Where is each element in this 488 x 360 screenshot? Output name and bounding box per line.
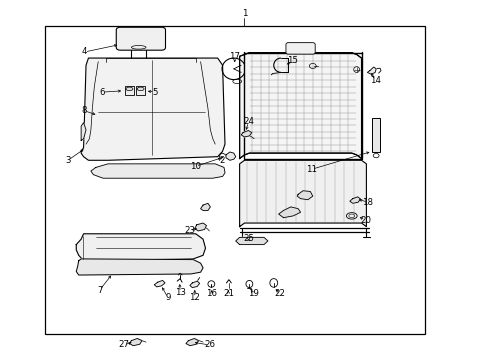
Bar	[371, 118, 379, 152]
Text: 21: 21	[223, 289, 233, 298]
Polygon shape	[200, 203, 210, 211]
Polygon shape	[278, 207, 300, 218]
Ellipse shape	[131, 45, 146, 49]
Text: 4: 4	[81, 48, 87, 57]
Text: 12: 12	[189, 293, 200, 302]
Polygon shape	[154, 280, 164, 287]
Text: 15: 15	[286, 57, 297, 66]
Bar	[125, 86, 134, 95]
Polygon shape	[76, 259, 203, 275]
FancyBboxPatch shape	[116, 27, 165, 50]
Text: 5: 5	[152, 87, 157, 96]
Text: 18: 18	[362, 198, 373, 207]
Text: 3: 3	[65, 156, 71, 165]
Text: 25: 25	[243, 234, 253, 243]
Polygon shape	[189, 281, 199, 288]
Text: 24: 24	[243, 117, 253, 126]
Text: 2: 2	[220, 157, 225, 166]
Polygon shape	[76, 234, 205, 261]
Polygon shape	[194, 223, 206, 231]
Text: 7: 7	[97, 285, 102, 294]
Polygon shape	[239, 160, 366, 226]
Text: 1: 1	[241, 9, 247, 18]
Text: 8: 8	[81, 106, 87, 115]
Polygon shape	[225, 152, 235, 160]
Text: 13: 13	[174, 288, 185, 297]
Bar	[44, 26, 424, 334]
Text: 27: 27	[118, 341, 129, 350]
Text: 14: 14	[369, 76, 380, 85]
Text: 23: 23	[184, 226, 195, 235]
Text: 22: 22	[274, 289, 285, 298]
Text: 17: 17	[229, 53, 240, 62]
Text: 19: 19	[247, 289, 258, 298]
Polygon shape	[91, 164, 224, 178]
Ellipse shape	[126, 87, 133, 91]
Ellipse shape	[137, 87, 144, 91]
Polygon shape	[241, 131, 251, 137]
Text: 11: 11	[305, 165, 317, 174]
Polygon shape	[239, 53, 361, 158]
Polygon shape	[235, 237, 267, 244]
Polygon shape	[129, 338, 142, 346]
Text: 6: 6	[99, 87, 104, 96]
Text: 20: 20	[359, 216, 370, 225]
Polygon shape	[81, 58, 224, 160]
Bar	[136, 86, 145, 95]
FancyBboxPatch shape	[285, 42, 315, 54]
Text: 9: 9	[165, 293, 170, 302]
Polygon shape	[297, 191, 312, 200]
Polygon shape	[349, 197, 360, 203]
Polygon shape	[366, 67, 375, 74]
Polygon shape	[81, 123, 86, 140]
Text: 10: 10	[190, 162, 201, 171]
Text: 26: 26	[203, 341, 214, 350]
Polygon shape	[185, 338, 198, 346]
Text: 16: 16	[206, 289, 217, 298]
